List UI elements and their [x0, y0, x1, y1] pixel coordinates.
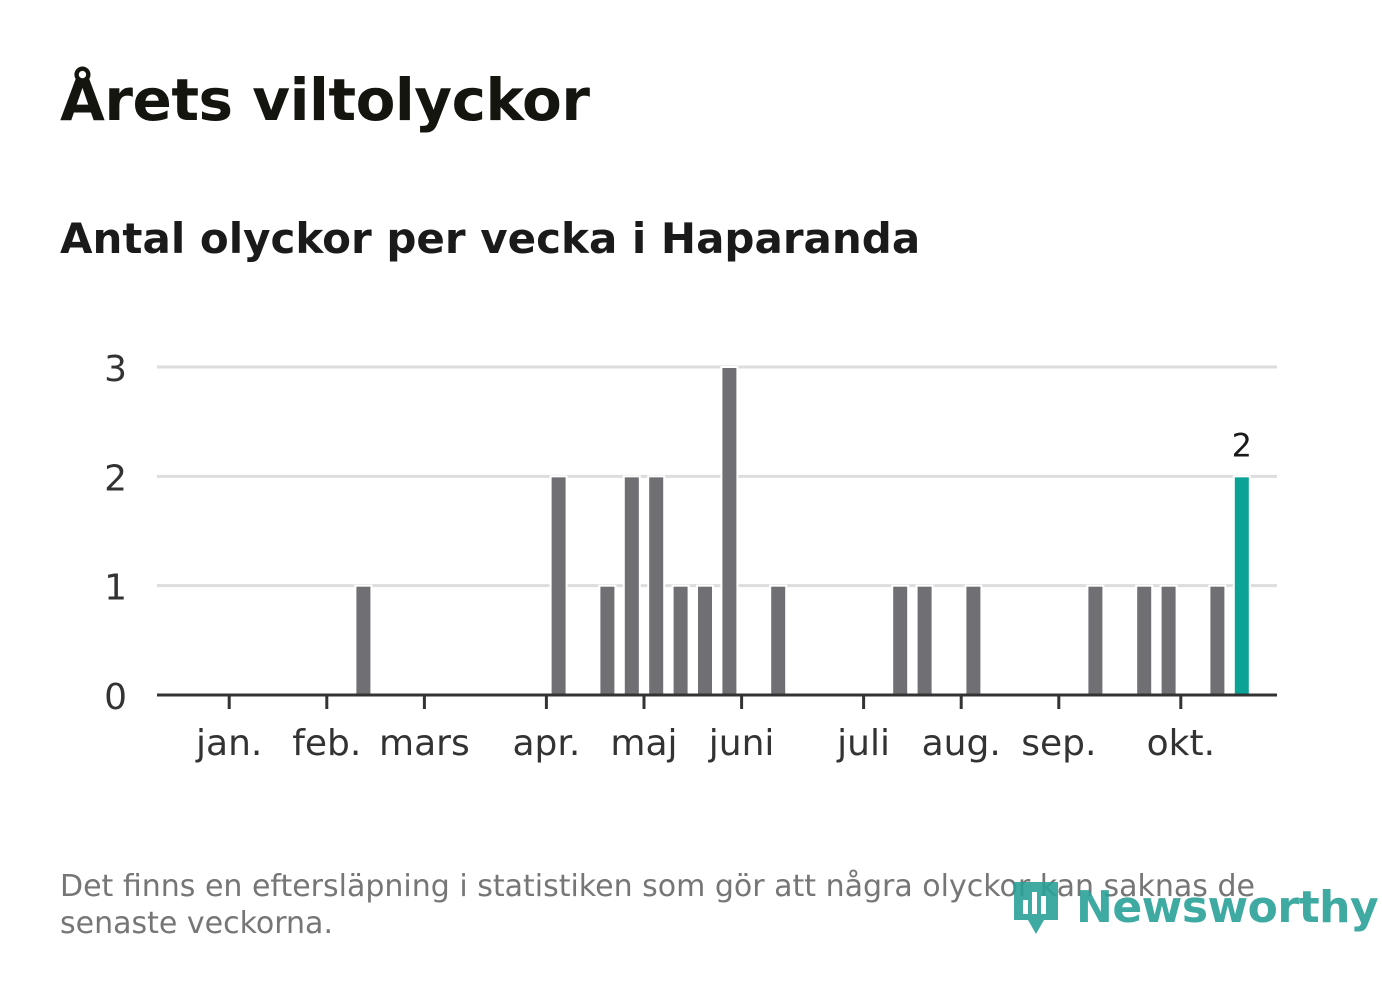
- bar: [915, 584, 934, 697]
- bar: [1086, 584, 1105, 697]
- bar: [671, 584, 690, 697]
- x-tick-label: mars: [379, 723, 470, 764]
- x-axis-labels: jan. feb. mars apr. maj juni juli aug. sep. okt.: [195, 723, 1215, 764]
- newsworthy-logo-text: Newsworthy: [1076, 881, 1379, 933]
- bar: [1208, 584, 1227, 697]
- bar: [891, 584, 910, 697]
- chart-subtitle: Antal olyckor per vecka i Haparanda: [60, 214, 921, 263]
- bar: [964, 584, 983, 697]
- bar: [549, 475, 568, 697]
- x-tick-label: juli: [836, 723, 890, 764]
- bar: [622, 475, 641, 697]
- x-tick-label: juni: [708, 723, 775, 764]
- bar: [696, 584, 714, 697]
- bar: [1159, 584, 1178, 697]
- y-tick-label: 2: [104, 458, 127, 499]
- bar: [598, 584, 617, 697]
- x-tick-label: okt.: [1147, 723, 1215, 764]
- x-tick-label: feb.: [292, 723, 361, 764]
- x-tick-label: apr.: [512, 723, 580, 764]
- chart-title: Årets viltolyckor: [60, 66, 590, 134]
- newsworthy-logo-icon: [1014, 882, 1058, 934]
- bar: [647, 475, 666, 697]
- x-axis: [157, 693, 1277, 709]
- x-tick-label: sep.: [1021, 723, 1096, 764]
- y-tick-label: 1: [104, 568, 127, 609]
- x-tick-label: jan.: [195, 723, 262, 764]
- bar: [1135, 584, 1154, 697]
- bar: [720, 366, 739, 696]
- x-tick-label: maj: [610, 723, 677, 764]
- y-tick-label: 0: [104, 677, 127, 718]
- newsworthy-logo[interactable]: Newsworthy: [1010, 878, 1379, 936]
- bar: [354, 584, 373, 697]
- grid-lines: [157, 365, 1277, 588]
- bar: [769, 584, 788, 697]
- x-tick-label: aug.: [922, 723, 1001, 764]
- y-axis-labels: 0 1 2 3: [104, 349, 127, 718]
- data-label: 2: [1232, 426, 1252, 464]
- y-tick-label: 3: [104, 349, 127, 390]
- bar-highlighted: [1232, 475, 1251, 697]
- bars: 2: [354, 366, 1252, 697]
